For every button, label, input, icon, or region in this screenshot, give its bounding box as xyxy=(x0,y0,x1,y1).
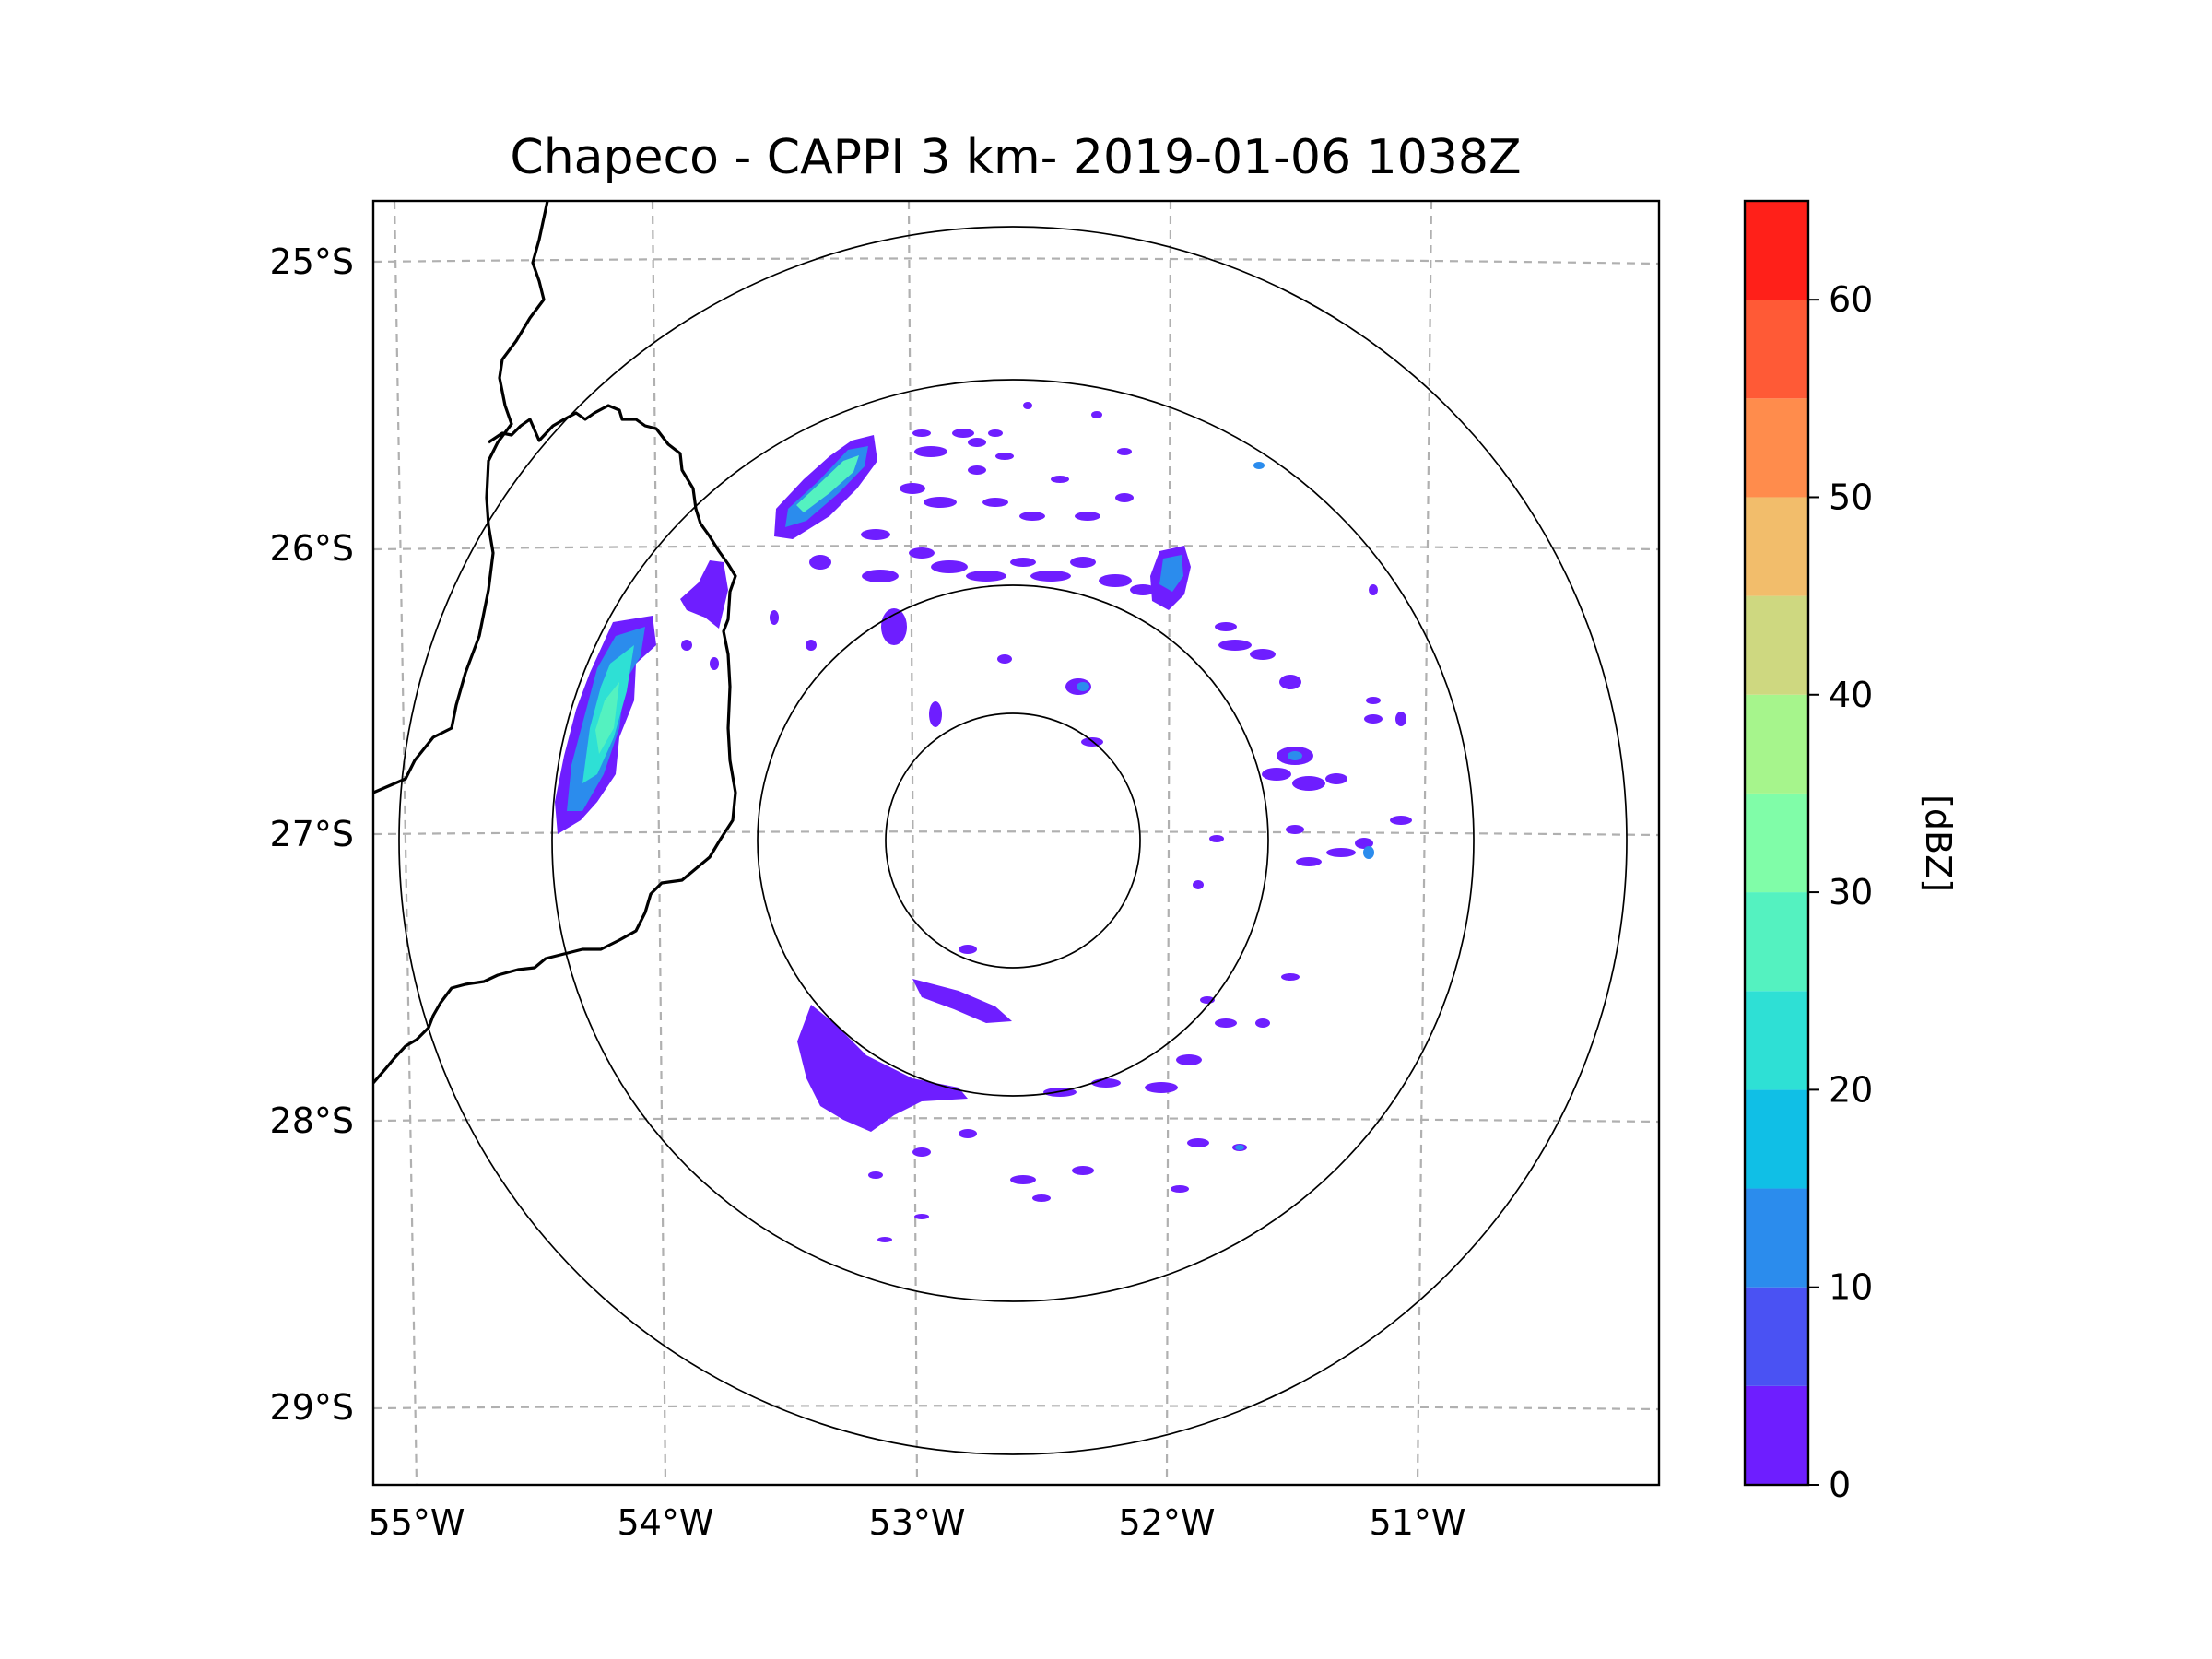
gridline-lon-54 xyxy=(651,201,667,1485)
colorbar-tick-label-10: 10 xyxy=(1829,1267,1873,1308)
colorbar-bin-25-30 xyxy=(1745,892,1808,992)
colorbar-tick-label-60: 60 xyxy=(1829,279,1873,320)
colorbar-tick-label-0: 0 xyxy=(1829,1465,1851,1505)
lon-label-54: 54°W xyxy=(618,1502,714,1543)
gridline-lat-27 xyxy=(373,830,1659,837)
colorbar-frame xyxy=(1743,199,1810,1487)
map-title: Chapeco - CAPPI 3 km- 2019-01-06 1038Z xyxy=(510,130,1521,185)
lat-label-28: 28°S xyxy=(270,1100,354,1141)
range-rings xyxy=(398,226,1628,1455)
colorbar-bin-30-35 xyxy=(1745,793,1808,893)
lat-label-26: 26°S xyxy=(270,528,354,569)
latitude-labels: 25°S 26°S 27°S 28°S 29°S xyxy=(270,241,354,1428)
lat-label-29: 29°S xyxy=(270,1387,354,1428)
echo-band-southwest xyxy=(797,1005,968,1132)
colorbar-bin-40-45 xyxy=(1745,595,1808,695)
lat-label-25: 25°S xyxy=(270,241,354,282)
range-ring-200km xyxy=(757,584,1269,1097)
gridline-lat-26 xyxy=(373,544,1659,551)
colorbar-tick-label-50: 50 xyxy=(1829,477,1873,517)
echo-band-south xyxy=(912,979,1012,1023)
colorbar-bin-10-15 xyxy=(1745,1188,1808,1288)
colorbar-bin-55-60 xyxy=(1745,300,1808,399)
echo-cell-border xyxy=(680,560,728,629)
gridline-lat-28 xyxy=(373,1117,1659,1124)
gridline-lat-29 xyxy=(373,1405,1659,1411)
border-paraguay-argentina xyxy=(373,201,549,794)
colorbar-tick-label-20: 20 xyxy=(1829,1069,1873,1110)
gridline-lon-55 xyxy=(393,201,418,1485)
echo-core-north-inner xyxy=(796,455,859,512)
colorbar-bin-50-55 xyxy=(1745,398,1808,498)
colorbar-bin-60-65 xyxy=(1745,201,1808,300)
map-area xyxy=(373,201,1659,1485)
echo-core-northeast xyxy=(1159,555,1183,592)
gridline-lon-53 xyxy=(907,201,919,1485)
colorbar-bin-0-5 xyxy=(1745,1385,1808,1485)
echo-scatter-cyan xyxy=(1077,462,1374,1150)
lon-label-55: 55°W xyxy=(369,1502,465,1543)
gridline-lon-52 xyxy=(1165,201,1172,1485)
lat-label-27: 27°S xyxy=(270,814,354,854)
lon-label-51: 51°W xyxy=(1370,1502,1466,1543)
gridline-lat-25 xyxy=(373,257,1659,265)
lon-label-52: 52°W xyxy=(1119,1502,1216,1543)
longitude-labels: 55°W 54°W 53°W 52°W 51°W xyxy=(369,1502,1466,1543)
colorbar: 0 10 20 30 40 50 60 xyxy=(1743,199,1873,1505)
borders xyxy=(373,201,737,1085)
reflectivity-echoes xyxy=(555,402,1412,1242)
lon-label-53: 53°W xyxy=(869,1502,966,1543)
colorbar-bin-45-50 xyxy=(1745,497,1808,596)
colorbar-bin-15-20 xyxy=(1745,1089,1808,1189)
range-ring-300km xyxy=(551,379,1475,1302)
border-argentina-brazil xyxy=(373,404,737,1085)
gridline-lon-51 xyxy=(1416,201,1433,1485)
colorbar-bin-35-40 xyxy=(1745,694,1808,794)
echo-core-west-peak xyxy=(595,682,619,754)
longitude-gridlines xyxy=(393,201,1433,1485)
range-ring-400km xyxy=(398,226,1628,1455)
map-background xyxy=(373,201,1659,1485)
colorbar-tick-label-40: 40 xyxy=(1829,675,1873,715)
colorbar-bin-5-10 xyxy=(1745,1287,1808,1386)
echo-scatter xyxy=(681,402,1412,1242)
range-ring-100km xyxy=(885,712,1141,969)
colorbar-bin-20-25 xyxy=(1745,991,1808,1090)
map-frame xyxy=(371,199,1661,1487)
colorbar-tick-label-30: 30 xyxy=(1829,872,1873,912)
colorbar-label: [dBZ] xyxy=(1918,794,1959,892)
latitude-gridlines xyxy=(373,257,1659,1411)
